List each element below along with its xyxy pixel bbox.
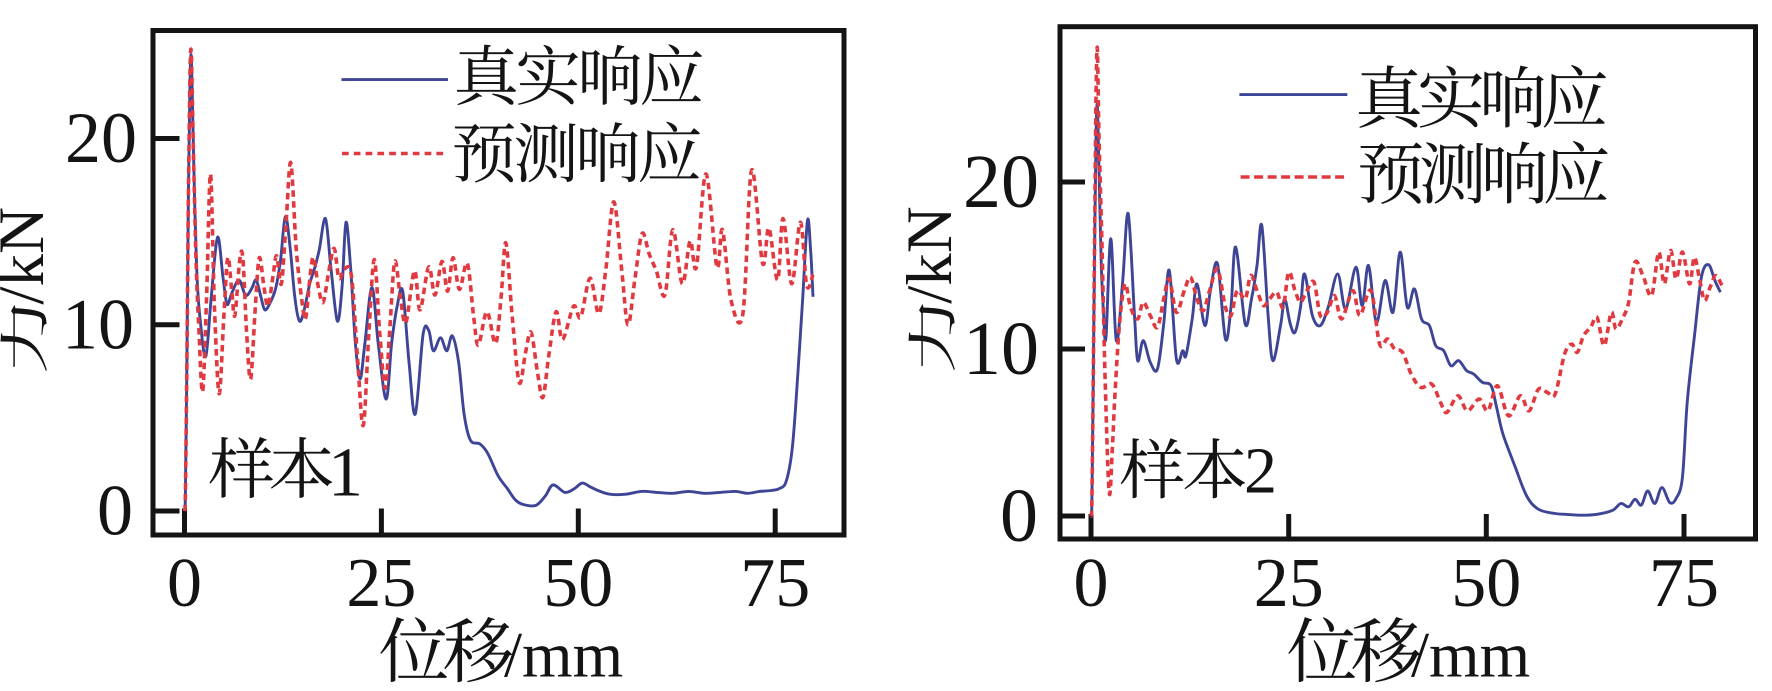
- svg-text:25: 25: [1254, 545, 1324, 622]
- svg-text:/kN: /kN: [0, 207, 58, 305]
- svg-text:1: 1: [328, 435, 363, 512]
- svg-text:0: 0: [167, 545, 202, 622]
- svg-text:0: 0: [1074, 545, 1109, 622]
- svg-text:50: 50: [1451, 545, 1521, 622]
- svg-text:/mm: /mm: [504, 620, 623, 691]
- svg-text:2: 2: [1244, 434, 1277, 507]
- svg-text:/mm: /mm: [1411, 620, 1530, 691]
- svg-text:/kN: /kN: [894, 206, 966, 304]
- svg-text:75: 75: [740, 545, 810, 622]
- svg-text:20: 20: [65, 98, 137, 178]
- svg-text:75: 75: [1649, 545, 1719, 622]
- svg-text:10: 10: [963, 307, 1039, 391]
- svg-text:20: 20: [963, 140, 1039, 224]
- svg-text:10: 10: [62, 284, 134, 364]
- svg-text:25: 25: [346, 545, 416, 622]
- svg-text:0: 0: [1000, 474, 1038, 558]
- svg-text:50: 50: [543, 545, 613, 622]
- svg-text:0: 0: [97, 471, 133, 551]
